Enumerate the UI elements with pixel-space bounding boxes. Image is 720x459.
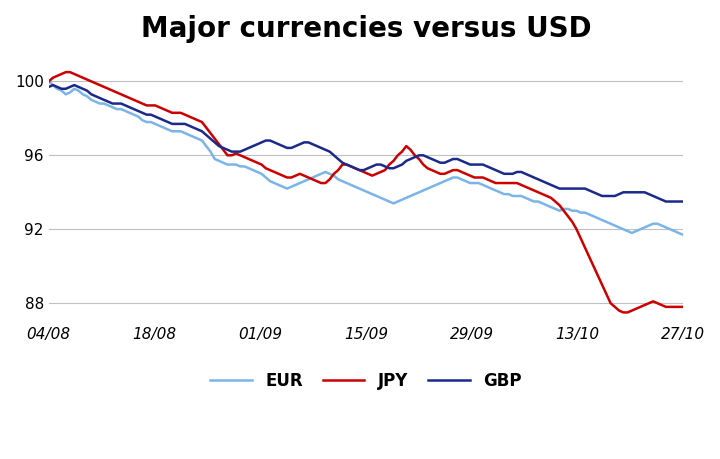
JPY <box>619 310 628 315</box>
EUR <box>568 208 577 213</box>
Legend: EUR, JPY, GBP: EUR, JPY, GBP <box>204 365 528 396</box>
GBP <box>45 84 53 90</box>
GBP <box>679 199 688 204</box>
GBP <box>662 199 670 204</box>
JPY <box>257 162 266 168</box>
JPY <box>300 173 308 179</box>
JPY <box>381 168 390 173</box>
JPY <box>45 78 53 84</box>
Line: GBP: GBP <box>49 85 683 202</box>
JPY <box>61 69 70 75</box>
Title: Major currencies versus USD: Major currencies versus USD <box>140 15 591 43</box>
EUR <box>377 195 385 201</box>
JPY <box>572 226 581 232</box>
GBP <box>300 140 308 145</box>
EUR <box>295 180 304 186</box>
EUR <box>483 184 492 190</box>
GBP <box>381 164 390 169</box>
EUR <box>679 232 688 238</box>
EUR <box>253 169 261 175</box>
JPY <box>487 179 496 184</box>
GBP <box>487 166 496 171</box>
GBP <box>49 82 58 88</box>
EUR <box>402 195 410 201</box>
EUR <box>45 78 53 84</box>
GBP <box>406 156 415 162</box>
GBP <box>257 140 266 145</box>
Line: JPY: JPY <box>49 72 683 313</box>
JPY <box>406 147 415 152</box>
GBP <box>572 186 581 191</box>
JPY <box>679 304 688 310</box>
Line: EUR: EUR <box>49 81 683 235</box>
